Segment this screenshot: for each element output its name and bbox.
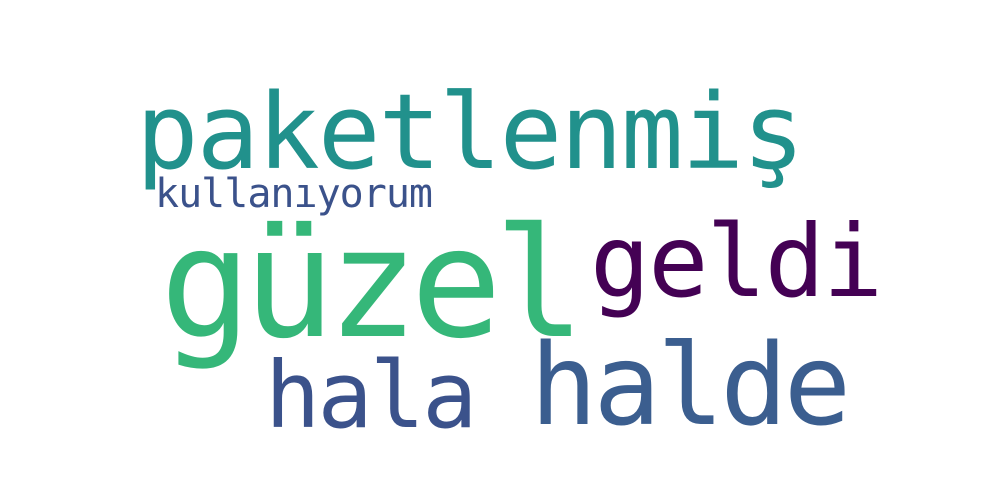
word-paketlenmis: paketlenmiş — [136, 80, 803, 184]
word-guzel: güzel — [160, 208, 578, 360]
word-hala: hala — [265, 350, 475, 442]
word-geldi: geldi — [590, 212, 881, 312]
word-halde: halde — [530, 330, 847, 442]
